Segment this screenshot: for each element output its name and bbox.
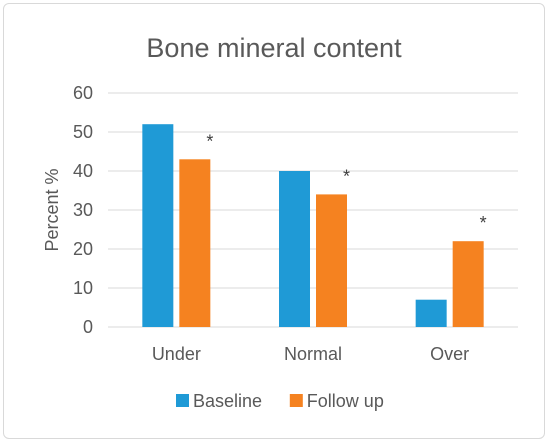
y-axis-label: Percent %	[42, 168, 62, 251]
y-tick-label: 30	[73, 200, 93, 220]
y-axis-ticks: 0 10 20 30 40 50 60	[73, 83, 93, 337]
bar-baseline-over	[415, 299, 447, 327]
significance-asterisk: *	[343, 166, 350, 186]
bar-baseline-under	[142, 124, 174, 327]
significance-annotations: * * *	[206, 131, 486, 233]
bar-follow-up-over	[452, 241, 484, 327]
bars	[142, 124, 484, 327]
legend-swatch	[289, 394, 303, 407]
y-tick-label: 0	[83, 317, 93, 337]
y-tick-label: 50	[73, 122, 93, 142]
significance-asterisk: *	[206, 131, 213, 151]
bar-follow-up-under	[179, 159, 211, 327]
chart-frame	[3, 3, 545, 439]
chart-title: Bone mineral content	[146, 33, 402, 63]
x-axis-categories: Under Normal Over	[152, 344, 469, 364]
legend-label: Baseline	[193, 391, 262, 411]
x-category-label: Normal	[284, 344, 342, 364]
bar-follow-up-normal	[316, 194, 347, 327]
significance-asterisk: *	[480, 213, 487, 233]
y-tick-label: 40	[73, 161, 93, 181]
legend: Baseline Follow up	[176, 391, 384, 411]
y-tick-label: 60	[73, 83, 93, 103]
x-category-label: Under	[152, 344, 201, 364]
gridlines	[108, 92, 518, 328]
legend-swatch	[176, 394, 189, 407]
y-tick-label: 10	[73, 278, 93, 298]
x-category-label: Over	[430, 344, 469, 364]
y-tick-label: 20	[73, 239, 93, 259]
legend-label: Follow up	[307, 391, 384, 411]
bar-baseline-normal	[279, 171, 310, 327]
